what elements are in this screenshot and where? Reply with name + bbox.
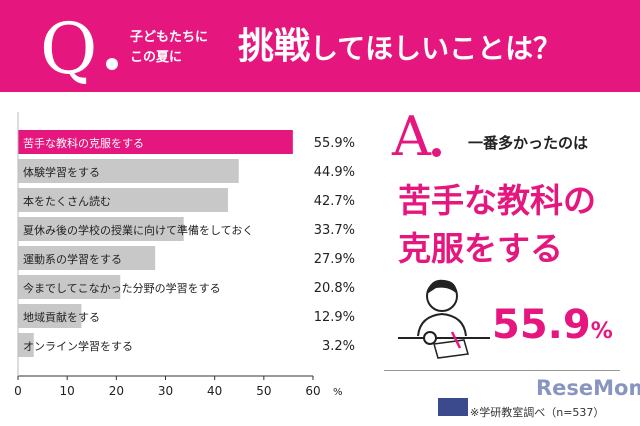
bar-2 <box>18 159 239 183</box>
x-tick-label-10: 10 <box>60 384 75 398</box>
value-label-7: 12.9% <box>314 310 355 325</box>
student-writing-illustration <box>398 279 490 359</box>
bar-6 <box>18 275 121 299</box>
category-label-6: 今までしてこなかった分野の学習をする <box>23 281 221 295</box>
bar-chart: 苦手な教科の克服をする 55.9% 体験学習をする 44.9% 本をたくさん読む 42.7… <box>14 112 355 398</box>
question-prefix-line1: 子どもたちに <box>130 30 209 45</box>
q-letter: Q <box>40 8 98 90</box>
footnote: ※学研教室調べ（n=537） <box>470 406 605 419</box>
x-tick-label-50: 50 <box>256 384 271 398</box>
value-label-6: 20.8% <box>314 281 355 296</box>
answer-line1: 苦手な教科の <box>398 181 596 220</box>
question-emphasis: 挑戦 <box>238 26 311 67</box>
answer-intro: 一番多かったのは <box>468 134 589 152</box>
answer-panel: A 一番多かったのは 苦手な教科の 克服をする 55.9% <box>384 104 634 374</box>
category-label-2: 体験学習をする <box>23 165 100 179</box>
value-label-4: 33.7% <box>314 223 355 238</box>
x-axis-unit: % <box>333 387 343 398</box>
answer-line2: 克服をする <box>398 229 563 268</box>
a-letter: A <box>392 105 431 168</box>
value-label-5: 27.9% <box>314 252 355 267</box>
gakken-logo <box>438 398 468 416</box>
category-label-1: 苦手な教科の克服をする <box>23 136 144 150</box>
answer-value: 55.9 <box>492 302 591 348</box>
x-tick-label-20: 20 <box>109 384 124 398</box>
value-label-3: 42.7% <box>314 194 355 209</box>
category-label-3: 本をたくさん読む <box>23 194 111 208</box>
category-label-8: オンライン学習をする <box>23 339 133 353</box>
resemom-watermark: ReseMom <box>536 376 640 400</box>
answer-percentage: 55.9% <box>492 302 613 348</box>
bar-3 <box>18 188 228 212</box>
x-tick-label-60: 60 <box>305 384 320 398</box>
category-label-7: 地域貢献をする <box>23 310 100 324</box>
bar-1 <box>18 130 293 154</box>
bar-5 <box>18 246 156 270</box>
answer-unit: % <box>590 319 613 344</box>
q-dot <box>106 58 118 70</box>
title-banner: Q 子どもたちに この夏に 挑戦してほしいことは？ <box>0 0 640 92</box>
x-tick-label-40: 40 <box>207 384 222 398</box>
bar-4 <box>18 217 184 241</box>
question-rest: してほしいことは？ <box>310 32 562 65</box>
value-label-2: 44.9% <box>314 165 355 180</box>
value-label-1: 55.9% <box>314 136 355 151</box>
answer-divider <box>384 370 620 371</box>
a-dot <box>432 148 441 157</box>
question-main: 挑戦してほしいことは？ <box>238 22 561 72</box>
category-label-5: 運動系の学習をする <box>23 252 122 266</box>
value-label-8: 3.2% <box>322 339 355 354</box>
x-tick-label-0: 0 <box>14 384 22 398</box>
x-tick-label-30: 30 <box>158 384 173 398</box>
category-label-4: 夏休み後の学校の授業に向けて準備をしておく <box>23 223 253 237</box>
bar-7 <box>18 304 82 328</box>
bar-8 <box>18 333 34 357</box>
question-prefix-line2: この夏に <box>130 50 183 65</box>
